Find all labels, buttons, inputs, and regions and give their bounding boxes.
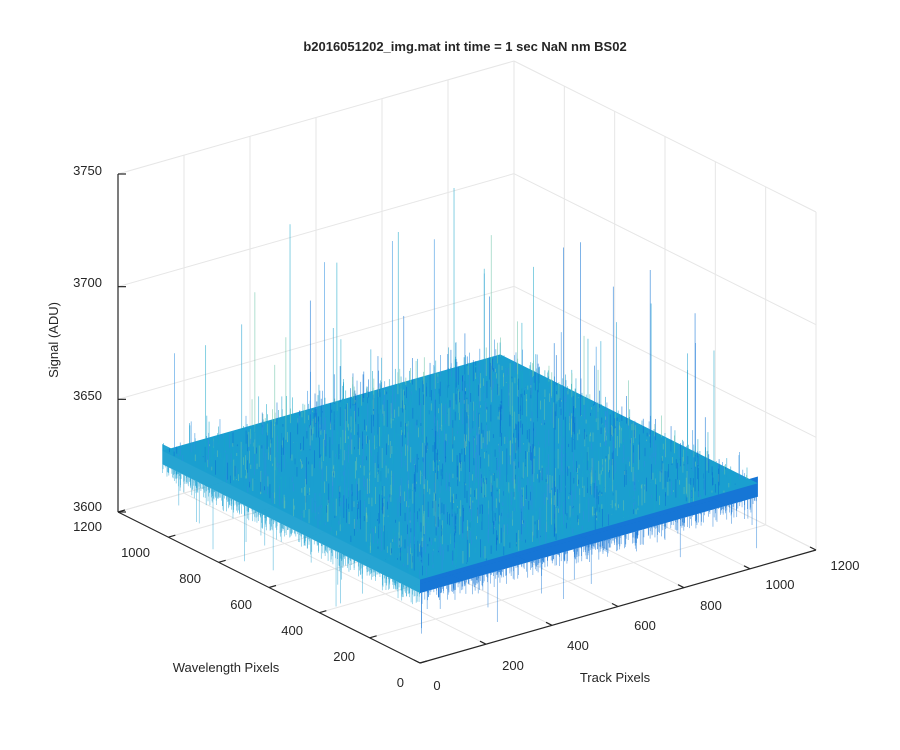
grid-line (513, 173, 817, 326)
x-tick-mark (413, 659, 421, 664)
x-tick-mark (479, 640, 487, 645)
x-tick-label: 0 (433, 678, 440, 693)
y-tick-mark (218, 559, 226, 563)
y-tick-label: 600 (230, 597, 252, 612)
x-tick-label: 600 (634, 618, 656, 633)
y-tick-label: 0 (397, 675, 404, 690)
x-tick-label: 1000 (766, 577, 795, 592)
grid-line (513, 60, 817, 213)
grid-line (117, 60, 515, 175)
x-tick-mark (809, 546, 817, 551)
y-tick-label: 400 (281, 623, 303, 638)
z-tick-label: 3750 (73, 163, 102, 178)
z-tick-labels: 3600 3650 3700 3750 (73, 163, 102, 514)
x-tick-label: 800 (700, 598, 722, 613)
y-tick-label: 1000 (121, 545, 150, 560)
x-tick-mark (545, 621, 553, 626)
axes (117, 173, 817, 664)
z-tick-label: 3650 (73, 388, 102, 403)
y-tick-label: 200 (333, 649, 355, 664)
x-tick-label: 200 (502, 658, 524, 673)
y-tick-mark (319, 610, 327, 614)
y-tick-label: 1200 (73, 519, 102, 534)
surface-mesh (162, 188, 758, 634)
z-tick-label: 3700 (73, 275, 102, 290)
grid-line (117, 285, 515, 400)
y-tick-mark (419, 660, 428, 664)
z-tick-label: 3600 (73, 499, 102, 514)
x-tick-labels: 0 200 400 600 800 1000 1200 (433, 558, 859, 693)
chart-title: b2016051202_img.mat int time = 1 sec NaN… (303, 39, 626, 54)
grid-line (513, 285, 817, 438)
x-tick-label: 1200 (831, 558, 860, 573)
x-tick-mark (743, 565, 751, 570)
y-tick-mark (268, 584, 277, 589)
y-tick-label: 800 (179, 571, 201, 586)
x-tick-mark (677, 584, 685, 589)
x-tick-label: 400 (567, 638, 589, 653)
y-tick-mark (369, 635, 377, 639)
x-tick-mark (611, 602, 619, 608)
y-tick-mark (168, 534, 176, 538)
grid-line (117, 173, 515, 288)
x-axis-label: Track Pixels (580, 670, 651, 685)
grid-line (369, 524, 766, 639)
y-axis-label: Wavelength Pixels (173, 660, 280, 675)
y-tick-labels: 0 200 400 600 800 1000 1200 (73, 519, 404, 690)
z-axis-label: Signal (ADU) (46, 302, 61, 378)
